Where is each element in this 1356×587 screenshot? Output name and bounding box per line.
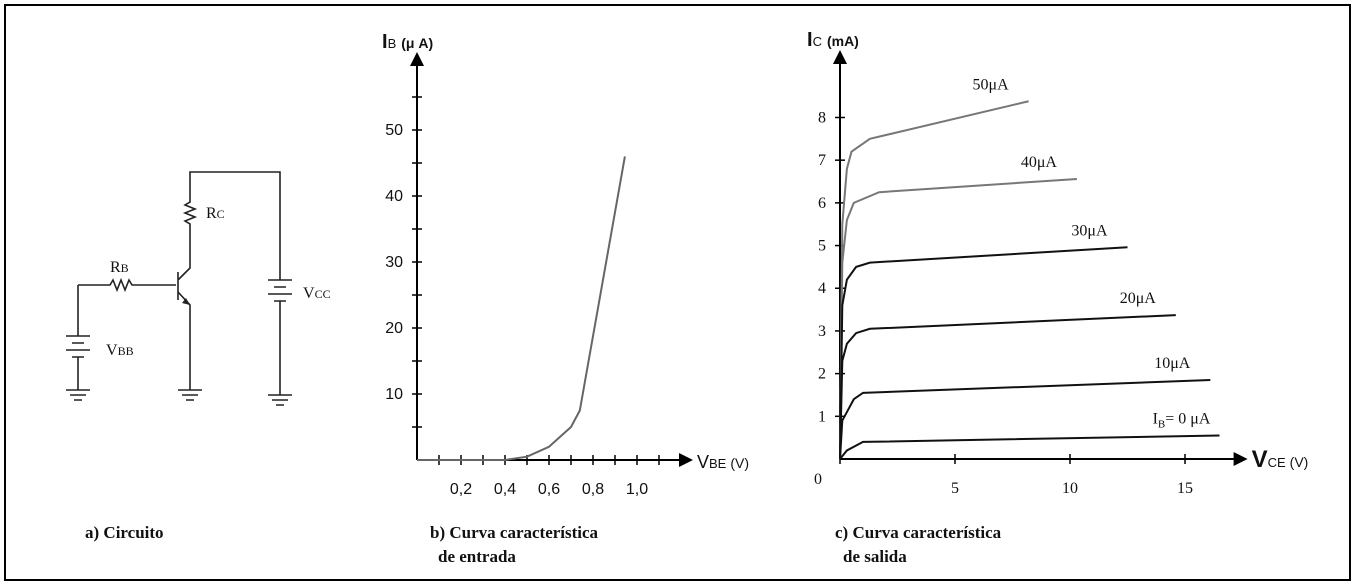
label-main: 40μA [1021, 154, 1058, 171]
curve-label: 20μA [1120, 290, 1157, 307]
y-axis-label: IC (mA) [807, 29, 859, 51]
label-rest: = 0 μA [1165, 411, 1211, 428]
x-tick-label: 0,4 [494, 481, 516, 498]
caption: a) Circuito [85, 523, 164, 542]
rb-label: RB [110, 259, 129, 276]
caption: de entrada [438, 547, 516, 566]
circuit: RB RC VBB VCC a) Circuito [66, 171, 331, 542]
y-tick-label: 5 [818, 238, 826, 255]
label-sub: C [813, 34, 822, 49]
x-tick-label: 0,2 [450, 481, 472, 498]
label-unit: (mA) [827, 33, 859, 49]
y-tick-label: 2 [818, 366, 826, 383]
emitter-arrow [182, 298, 190, 305]
label-main: R [110, 259, 121, 276]
x-tick-label: 1,0 [626, 481, 648, 498]
y-tick-label: 4 [818, 280, 826, 297]
label-sub: CE [1268, 455, 1286, 470]
label-main: V [1252, 446, 1268, 473]
y-arrow [410, 52, 424, 66]
label-main: I [807, 29, 813, 51]
vcc-source [268, 279, 292, 406]
x-tick-label: 0,6 [538, 481, 560, 498]
curve [839, 434, 1220, 460]
y-tick-label: 1 [818, 408, 826, 425]
curve [839, 379, 1211, 460]
rc-label: RC [206, 205, 225, 222]
y-tick-label: 50 [385, 122, 403, 139]
label-sub: BB [118, 344, 134, 358]
label-sub: CC [315, 287, 331, 301]
label-sub: B [121, 261, 129, 275]
label-main: 50μA [973, 76, 1010, 93]
y-arrow [833, 50, 847, 64]
collector-wire [177, 171, 281, 300]
curve [839, 177, 1077, 460]
label-main: 30μA [1071, 222, 1108, 239]
label-sub: C [217, 207, 225, 221]
x-tick-label: 0,8 [582, 481, 604, 498]
label-sub: B [1158, 419, 1165, 431]
label-unit: (V) [1290, 454, 1309, 470]
y-tick-label: 3 [818, 323, 826, 340]
curve-label: IB= 0 μA [1153, 411, 1211, 431]
label-unit: (μ A) [401, 35, 433, 51]
caption: de salida [843, 547, 907, 566]
label-main: 20μA [1120, 290, 1157, 307]
label-sub: BE [709, 456, 727, 471]
label-main: V [106, 342, 118, 359]
label-main: 10μA [1154, 355, 1191, 372]
curve-label: 50μA [973, 76, 1010, 93]
vcc-label: VCC [303, 285, 331, 302]
label-unit: (V) [730, 455, 749, 471]
x-tick-label: 0 [814, 471, 822, 488]
y-tick-label: 7 [818, 152, 826, 169]
label-main: V [303, 285, 315, 302]
y-tick-label: 8 [818, 109, 826, 126]
y-axis-label: IB (μ A) [382, 31, 433, 53]
label-sub: B [388, 36, 397, 51]
curve [839, 314, 1176, 460]
x-arrow [1233, 452, 1248, 466]
caption: c) Curva característica [835, 523, 1002, 542]
x-axis-label: VBE (V) [697, 452, 749, 472]
x-arrow [679, 453, 693, 467]
curve [839, 246, 1128, 460]
caption: b) Curva característica [430, 523, 599, 542]
curve-label: 30μA [1071, 222, 1108, 239]
y-tick-label: 20 [385, 320, 403, 337]
y-tick-label: 10 [385, 386, 403, 403]
label-main: V [697, 452, 709, 472]
label-main: I [1153, 411, 1158, 428]
x-tick-label: 5 [951, 480, 959, 497]
y-tick-label: 6 [818, 195, 826, 212]
x-axis-label: VCE (V) [1252, 446, 1309, 473]
label-main: I [382, 31, 388, 53]
vbb-label: VBB [106, 342, 134, 359]
curve [417, 156, 626, 461]
curve-label: 40μA [1021, 154, 1058, 171]
x-tick-label: 15 [1177, 480, 1193, 497]
rb-resistor [78, 277, 176, 293]
label-main: R [206, 205, 217, 222]
curve-label: 10μA [1154, 355, 1191, 372]
x-tick-label: 10 [1062, 480, 1078, 497]
vbb-source [66, 285, 90, 401]
frame [4, 4, 1351, 581]
y-tick-label: 30 [385, 254, 403, 271]
y-tick-label: 40 [385, 188, 403, 205]
